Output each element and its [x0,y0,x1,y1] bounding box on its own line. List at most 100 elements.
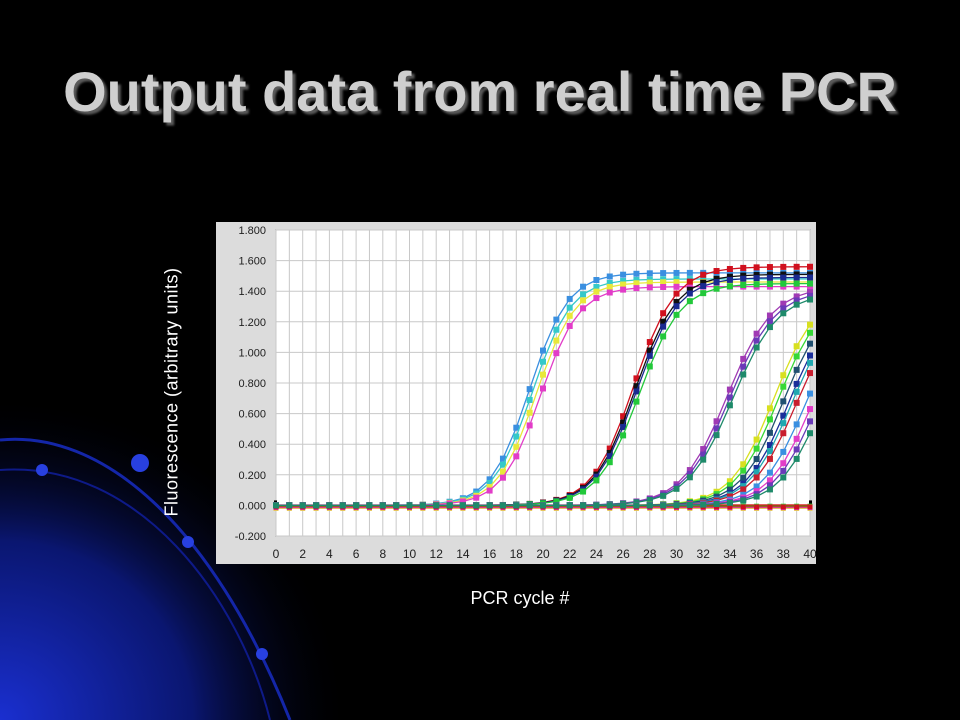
x-tick-label: 14 [456,547,470,561]
amplification-series-point [686,278,693,285]
slide-title: Output data from real time PCR [63,60,897,123]
amplification-series-point [540,502,546,509]
amplification-series-point [807,283,813,290]
amplification-series-point [740,275,747,282]
amplification-series-point [807,359,813,366]
y-tick-label: 0.800 [238,378,266,390]
baseline-series-point [727,504,733,510]
amplification-series-point [606,283,613,290]
x-tick-label: 34 [723,547,737,561]
amplification-series-point [766,482,773,489]
amplification-series-point [753,330,760,337]
amplification-series-point [660,270,667,277]
amplification-series-point [606,453,613,460]
baseline-series-point [807,504,813,510]
amplification-series-point [499,455,506,462]
x-tick-label: 22 [563,547,577,561]
amplification-series-point [766,274,773,281]
amplification-series-point [606,445,613,452]
amplification-series-point [526,422,533,429]
amplification-series-point [273,502,279,509]
amplification-series-point [700,501,707,508]
amplification-series-point [753,493,760,500]
amplification-series-point [766,405,773,412]
amplification-series-point [646,276,653,283]
amplification-series-point [406,502,413,509]
amplification-series-point [633,280,640,287]
x-tick-label: 18 [510,547,524,561]
x-tick-label: 30 [670,547,684,561]
amplification-series-point [793,399,800,406]
amplification-series-point [766,318,773,325]
amplification-series-point [660,318,667,325]
y-tick-label: 1.600 [238,256,266,268]
y-tick-label: 0.200 [238,470,266,482]
amplification-series-point [419,502,426,509]
amplification-series-point [553,326,560,333]
amplification-series-point [793,455,800,462]
amplification-series-point [766,429,773,436]
amplification-series-point [660,323,667,330]
amplification-series-point [766,477,773,484]
amplification-series-point [793,280,800,287]
background-arc [0,437,292,720]
amplification-series-point [633,383,640,390]
amplification-series-point [513,453,520,460]
amplification-series-point [807,418,813,425]
amplification-series-point [713,500,720,507]
amplification-series-point [646,270,653,277]
amplification-series-point [499,461,506,468]
amplification-series-point [740,467,747,474]
amplification-series-point [766,448,773,455]
amplification-series-point [606,280,613,287]
amplification-series-point [526,386,533,393]
amplification-series-point [459,498,466,505]
amplification-series-point [620,502,627,509]
amplification-series-point [580,291,587,298]
amplification-series-point [740,497,747,504]
amplification-series-point [593,295,600,302]
amplification-series-point [686,269,693,276]
amplification-series-point [740,272,747,279]
amplification-series-point [593,502,600,509]
amplification-series-point [766,264,773,271]
amplification-series-point [566,502,573,509]
y-tick-label: -0.200 [235,531,266,543]
amplification-series-point [446,502,453,509]
amplification-series-point [793,274,800,281]
amplification-series-point [740,281,747,288]
amplification-series-point [753,474,760,481]
amplification-series-point [780,372,787,379]
amplification-series-point [686,286,693,293]
amplification-series-point [646,279,653,286]
amplification-series-point [459,502,466,509]
amplification-series-point [566,312,573,319]
amplification-series-point [566,295,573,302]
pcr-amplification-chart: 1.800 1.600 1.400 1.200 1.000 0.800 0.600 0.400… [235,225,816,561]
amplification-series-point [726,486,733,493]
amplification-series-point [780,430,787,437]
amplification-series-point [780,310,787,317]
amplification-series-point [566,304,573,311]
amplification-series-point [740,264,747,271]
amplification-series-point [753,275,760,282]
amplification-series-point [660,492,667,499]
amplification-series-point [486,479,493,486]
amplification-series-point [766,324,773,331]
amplification-series-point [633,398,640,405]
amplification-series-point [700,446,707,453]
y-tick-label: 0.000 [238,500,266,512]
amplification-series-point [286,502,293,509]
baseline-series-point [740,504,746,510]
amplification-series-point [726,283,733,290]
baseline-series-point [754,504,760,510]
amplification-series-point [793,446,800,453]
amplification-series-point [726,269,733,276]
amplification-series-point [633,375,640,382]
amplification-series-point [793,435,800,442]
amplification-series-point [780,271,787,278]
amplification-series-point [753,456,760,463]
amplification-series-point [433,502,440,509]
amplification-series-point [766,312,773,319]
amplification-series-point [553,502,560,509]
